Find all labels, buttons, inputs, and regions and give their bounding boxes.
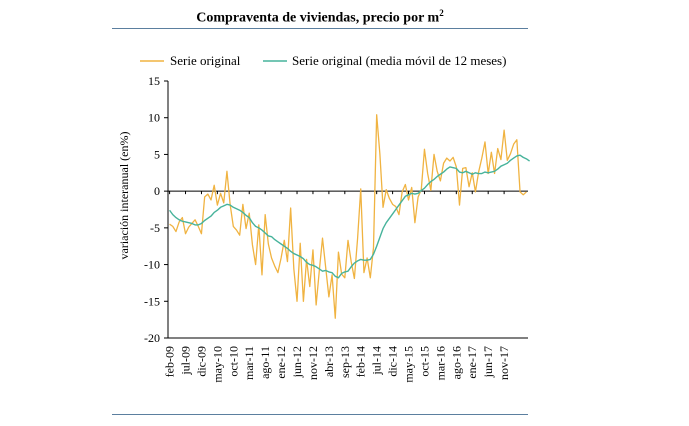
- y-tick-label: 5: [154, 147, 160, 161]
- series-lines: [169, 114, 530, 319]
- x-tick-label: oct-15: [417, 346, 431, 377]
- y-tick-label: -5: [150, 221, 160, 235]
- x-tick-label: jun-12: [290, 346, 304, 378]
- x-tick-label: may-15: [402, 346, 416, 383]
- x-tick-label: jul-09: [179, 346, 193, 376]
- x-tick-label: oct-10: [226, 346, 240, 377]
- legend-item-original-label: Serie original: [170, 53, 241, 68]
- legend: Serie original Serie original (media móvi…: [140, 53, 506, 68]
- x-tick-label: feb-14: [354, 346, 368, 377]
- y-tick-label: -20: [144, 331, 160, 345]
- y-tick-label: 0: [154, 184, 160, 198]
- chart-title-text: Compraventa de viviendas, precio por m: [196, 10, 440, 26]
- chart-title: Compraventa de viviendas, precio por m2: [112, 8, 528, 27]
- x-tick-label: ene-12: [274, 346, 288, 379]
- x-tick-label: ago-16: [449, 346, 463, 379]
- x-tick-label: dic-14: [386, 346, 400, 377]
- x-tick-label: ene-17: [465, 346, 479, 379]
- series-line-moving-average: [169, 154, 530, 279]
- x-tick-label: jun-17: [481, 346, 495, 378]
- x-tick-label: jul-14: [370, 346, 384, 376]
- chart-title-superscript: 2: [439, 8, 444, 18]
- x-tick-label: dic-09: [194, 346, 208, 377]
- x-tick-label: sep-13: [338, 346, 352, 378]
- y-tick-label: -15: [144, 294, 160, 308]
- y-axis-label: variación interanual (en%): [117, 132, 131, 260]
- x-tick-label: nov-17: [497, 346, 511, 380]
- x-tick-label: feb-09: [163, 346, 177, 377]
- y-tick-label: 10: [148, 111, 160, 125]
- x-tick-label: mar-11: [242, 346, 256, 380]
- x-tick-label: may-10: [210, 346, 224, 383]
- x-tick-label: nov-12: [306, 346, 320, 380]
- y-tick-label: 15: [148, 74, 160, 88]
- legend-item-moving-average-label: Serie original (media móvil de 12 meses): [292, 53, 506, 68]
- x-tick-label: mar-16: [433, 346, 447, 380]
- x-tick-label: abr-13: [322, 346, 336, 377]
- series-line-original: [169, 114, 527, 319]
- top-rule: [112, 28, 528, 29]
- x-tick-label: ago-11: [258, 346, 272, 379]
- y-tick-label: -10: [144, 258, 160, 272]
- bottom-rule: [112, 414, 528, 415]
